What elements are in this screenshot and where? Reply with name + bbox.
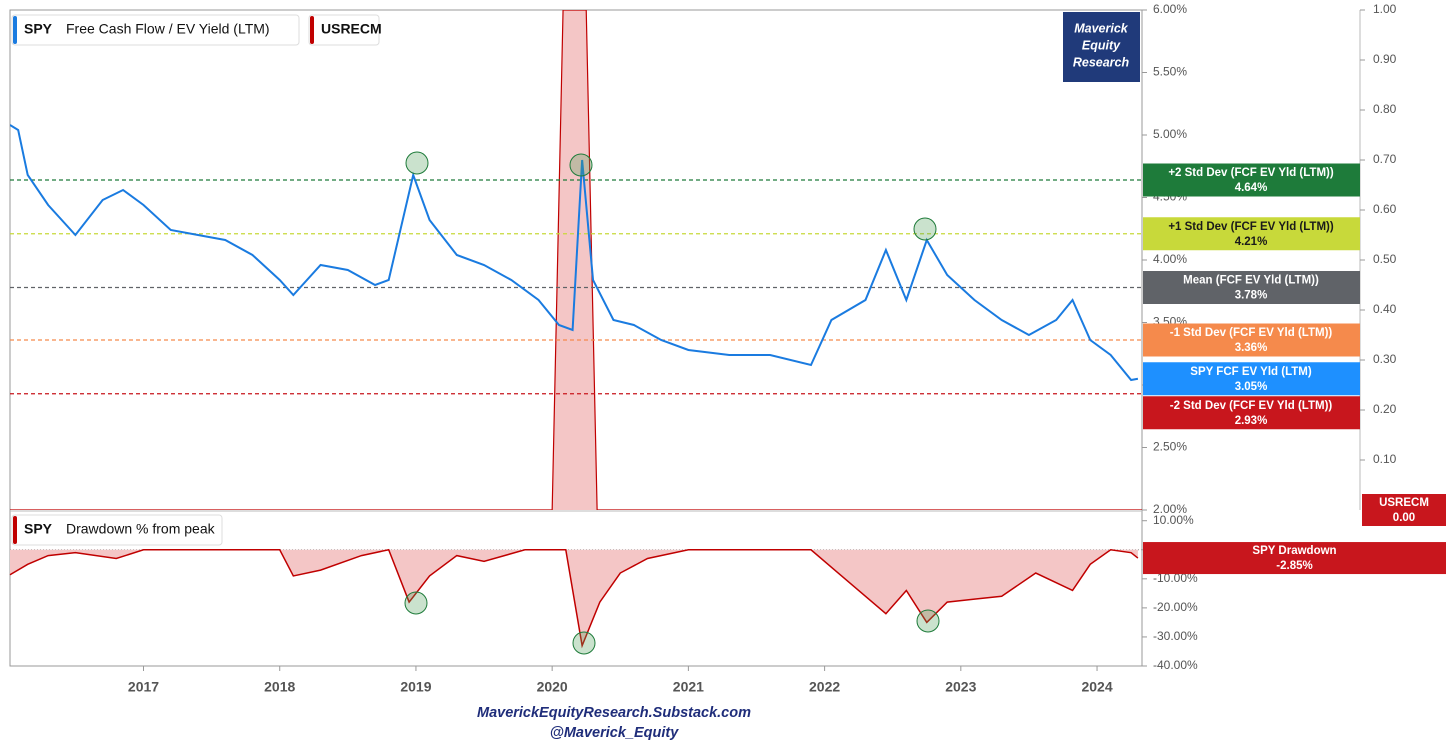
- legend-swatch: [13, 516, 17, 544]
- x-tick-label: 2019: [400, 679, 431, 695]
- watermark: Maverick Equity Research: [1063, 12, 1140, 82]
- y2-tick-label: 0.20: [1373, 402, 1397, 416]
- y2-tick-label: 0.60: [1373, 202, 1397, 216]
- watermark-text: Research: [1073, 55, 1130, 69]
- value-box-label: +1 Std Dev (FCF EV Yld (LTM)): [1168, 221, 1334, 233]
- y2-tick-label: 0.50: [1373, 252, 1397, 266]
- top-plot: [10, 10, 1142, 510]
- value-box-label: Mean (FCF EV Yld (LTM)): [1183, 275, 1319, 287]
- annotations: [404, 151, 940, 655]
- value-box-bg: [1143, 217, 1360, 251]
- legend-box: [11, 14, 300, 46]
- value-box-bg: [1143, 362, 1360, 396]
- y2-tick-label: 0.10: [1373, 452, 1397, 466]
- value-box-bg: [1143, 163, 1360, 197]
- x-tick-label: 2018: [264, 679, 295, 695]
- value-box: -2 Std Dev (FCF EV Yld (LTM)) 2.93%: [1143, 396, 1360, 430]
- x-tick-label: 2023: [945, 679, 976, 695]
- legend-ticker: SPY: [24, 521, 53, 537]
- y-tick-label: -10.00%: [1153, 571, 1198, 585]
- y2-tick-label: 0.80: [1373, 102, 1397, 116]
- value-box-value: 3.36%: [1235, 342, 1268, 354]
- footer-text: MaverickEquityResearch.Substack.com: [477, 705, 751, 721]
- y2-tick-label: 0.90: [1373, 52, 1397, 66]
- legend-swatch: [13, 16, 17, 44]
- y-tick-label: 6.00%: [1153, 2, 1187, 16]
- highlight-circle: [913, 217, 937, 241]
- legend-ticker: SPY: [24, 21, 53, 37]
- highlight-circle: [572, 631, 596, 655]
- legend-item: USRECM: [308, 14, 382, 46]
- value-box-label: SPY FCF EV Yld (LTM): [1190, 366, 1312, 378]
- value-box: Mean (FCF EV Yld (LTM)) 3.78%: [1143, 271, 1360, 304]
- y2-tick-label: 0.30: [1373, 352, 1397, 366]
- value-box-label: -1 Std Dev (FCF EV Yld (LTM)): [1170, 327, 1333, 339]
- y-tick-label: 5.50%: [1153, 65, 1187, 79]
- y-tick-label: -20.00%: [1153, 600, 1198, 614]
- x-tick-label: 2022: [809, 679, 840, 695]
- legend-item: SPY Drawdown % from peak: [11, 514, 223, 546]
- legend-swatch: [310, 16, 314, 44]
- y2-tick-label: 0.70: [1373, 152, 1397, 166]
- value-box-label: +2 Std Dev (FCF EV Yld (LTM)): [1168, 167, 1334, 179]
- legend-box: [11, 514, 223, 546]
- footer-text: @Maverick_Equity: [550, 725, 680, 741]
- y-tick-label: 10.00%: [1153, 513, 1194, 527]
- value-box: +1 Std Dev (FCF EV Yld (LTM)) 4.21%: [1143, 217, 1360, 251]
- value-box-bg: [1143, 323, 1360, 357]
- value-box-value: 0.00: [1393, 512, 1415, 524]
- value-box-bg: [1143, 542, 1446, 575]
- value-box: +2 Std Dev (FCF EV Yld (LTM)) 4.64%: [1143, 163, 1360, 197]
- value-box-label: -2 Std Dev (FCF EV Yld (LTM)): [1170, 400, 1333, 412]
- plot: 2017 2018 2019 2020 2021 2022 2023 2024 2.00% 2.5…: [9, 2, 1446, 695]
- value-box-value: 4.21%: [1235, 236, 1268, 248]
- y-tick-label: 4.00%: [1153, 252, 1187, 266]
- highlight-circle: [916, 609, 940, 633]
- highlight-circle: [405, 151, 429, 175]
- highlight-circle: [404, 591, 428, 615]
- fcf-yield-line: [10, 124, 1139, 382]
- value-box: USRECM 0.00: [1362, 494, 1446, 526]
- legend-label: Free Cash Flow / EV Yield (LTM): [66, 21, 270, 37]
- value-box-label: SPY Drawdown: [1252, 545, 1336, 557]
- value-box-value: 4.64%: [1235, 182, 1268, 194]
- watermark-text: Maverick: [1074, 21, 1129, 35]
- y2-tick-label: 0.40: [1373, 302, 1397, 316]
- highlight-circle: [569, 153, 593, 177]
- value-box-bg: [1143, 396, 1360, 430]
- value-box: SPY Drawdown -2.85%: [1143, 542, 1446, 575]
- value-box-value: 3.05%: [1235, 381, 1268, 393]
- y-tick-label: -40.00%: [1153, 658, 1198, 672]
- legend-item: SPY Free Cash Flow / EV Yield (LTM): [11, 14, 300, 46]
- value-box: SPY FCF EV Yld (LTM) 3.05%: [1143, 362, 1360, 396]
- y-tick-label: 5.00%: [1153, 127, 1187, 141]
- value-box-value: 3.78%: [1235, 290, 1268, 302]
- drawdown-line: [9, 548, 1139, 649]
- legend-label: Drawdown % from peak: [66, 521, 216, 537]
- legend-label: USRECM: [321, 21, 382, 37]
- value-box-bg: [1362, 494, 1446, 526]
- y-tick-label: 2.50%: [1153, 440, 1187, 454]
- y2-tick-label: 1.00: [1373, 2, 1397, 16]
- value-box-value: -2.85%: [1276, 560, 1312, 572]
- x-tick-label: 2024: [1081, 679, 1112, 695]
- watermark-text: Equity: [1082, 38, 1121, 52]
- y-tick-label: 2.00%: [1153, 502, 1187, 516]
- x-tick-label: 2020: [537, 679, 568, 695]
- x-tick-label: 2021: [673, 679, 704, 695]
- value-box-label: USRECM: [1379, 497, 1429, 509]
- value-box-bg: [1143, 271, 1360, 304]
- legend-box: [308, 14, 380, 46]
- value-box-value: 2.93%: [1235, 415, 1268, 427]
- value-box: -1 Std Dev (FCF EV Yld (LTM)) 3.36%: [1143, 323, 1360, 357]
- y-tick-label: -30.00%: [1153, 629, 1198, 643]
- x-tick-label: 2017: [128, 679, 159, 695]
